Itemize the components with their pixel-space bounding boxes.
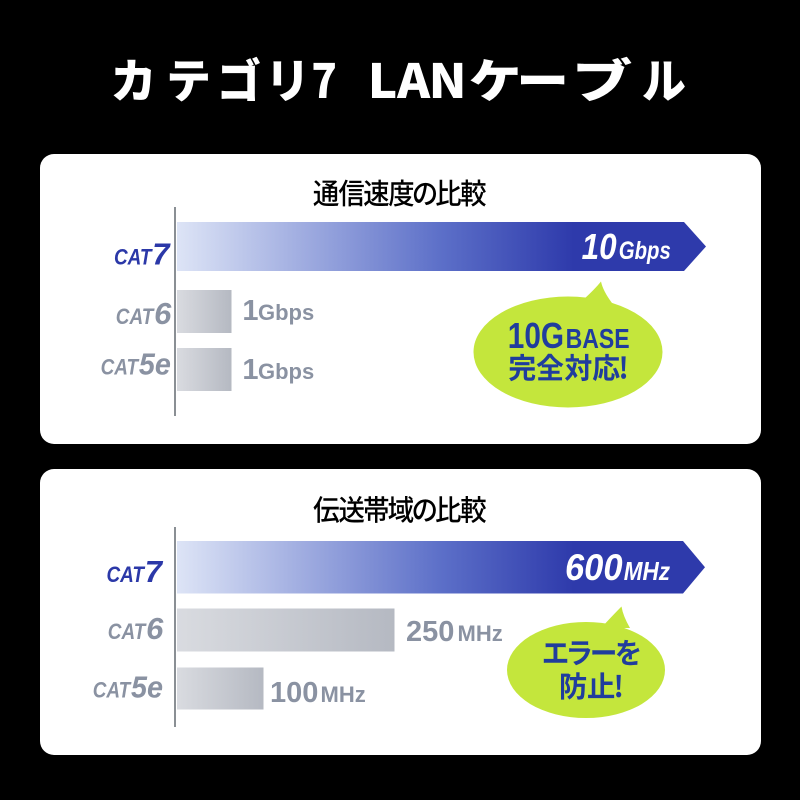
svg-text:Gbps: Gbps bbox=[258, 300, 314, 325]
svg-text:Gbps: Gbps bbox=[619, 237, 671, 265]
svg-text:BASE: BASE bbox=[566, 323, 630, 354]
svg-text:1: 1 bbox=[242, 354, 258, 386]
svg-text:10: 10 bbox=[582, 226, 617, 267]
svg-text:CAT: CAT bbox=[107, 562, 146, 587]
svg-text:100: 100 bbox=[270, 677, 318, 709]
svg-text:1: 1 bbox=[242, 295, 258, 327]
svg-text:CAT: CAT bbox=[93, 678, 132, 703]
svg-text:CAT: CAT bbox=[114, 245, 153, 270]
svg-text:Gbps: Gbps bbox=[258, 359, 314, 384]
svg-text:MHz: MHz bbox=[624, 556, 670, 586]
svg-text:CAT: CAT bbox=[101, 355, 140, 380]
svg-text:MHz: MHz bbox=[458, 621, 503, 646]
svg-text:600: 600 bbox=[565, 547, 623, 588]
svg-text:CAT: CAT bbox=[108, 619, 147, 644]
svg-text:CAT: CAT bbox=[116, 304, 155, 329]
svg-text:6: 6 bbox=[154, 296, 172, 331]
svg-text:5e: 5e bbox=[131, 670, 163, 705]
svg-text:6: 6 bbox=[146, 611, 164, 646]
svg-text:10G: 10G bbox=[508, 315, 564, 356]
svg-text:250: 250 bbox=[406, 616, 454, 648]
svg-text:5e: 5e bbox=[139, 347, 171, 382]
svg-text:7: 7 bbox=[152, 237, 171, 272]
svg-text:MHz: MHz bbox=[321, 682, 366, 707]
svg-text:7: 7 bbox=[145, 554, 164, 589]
